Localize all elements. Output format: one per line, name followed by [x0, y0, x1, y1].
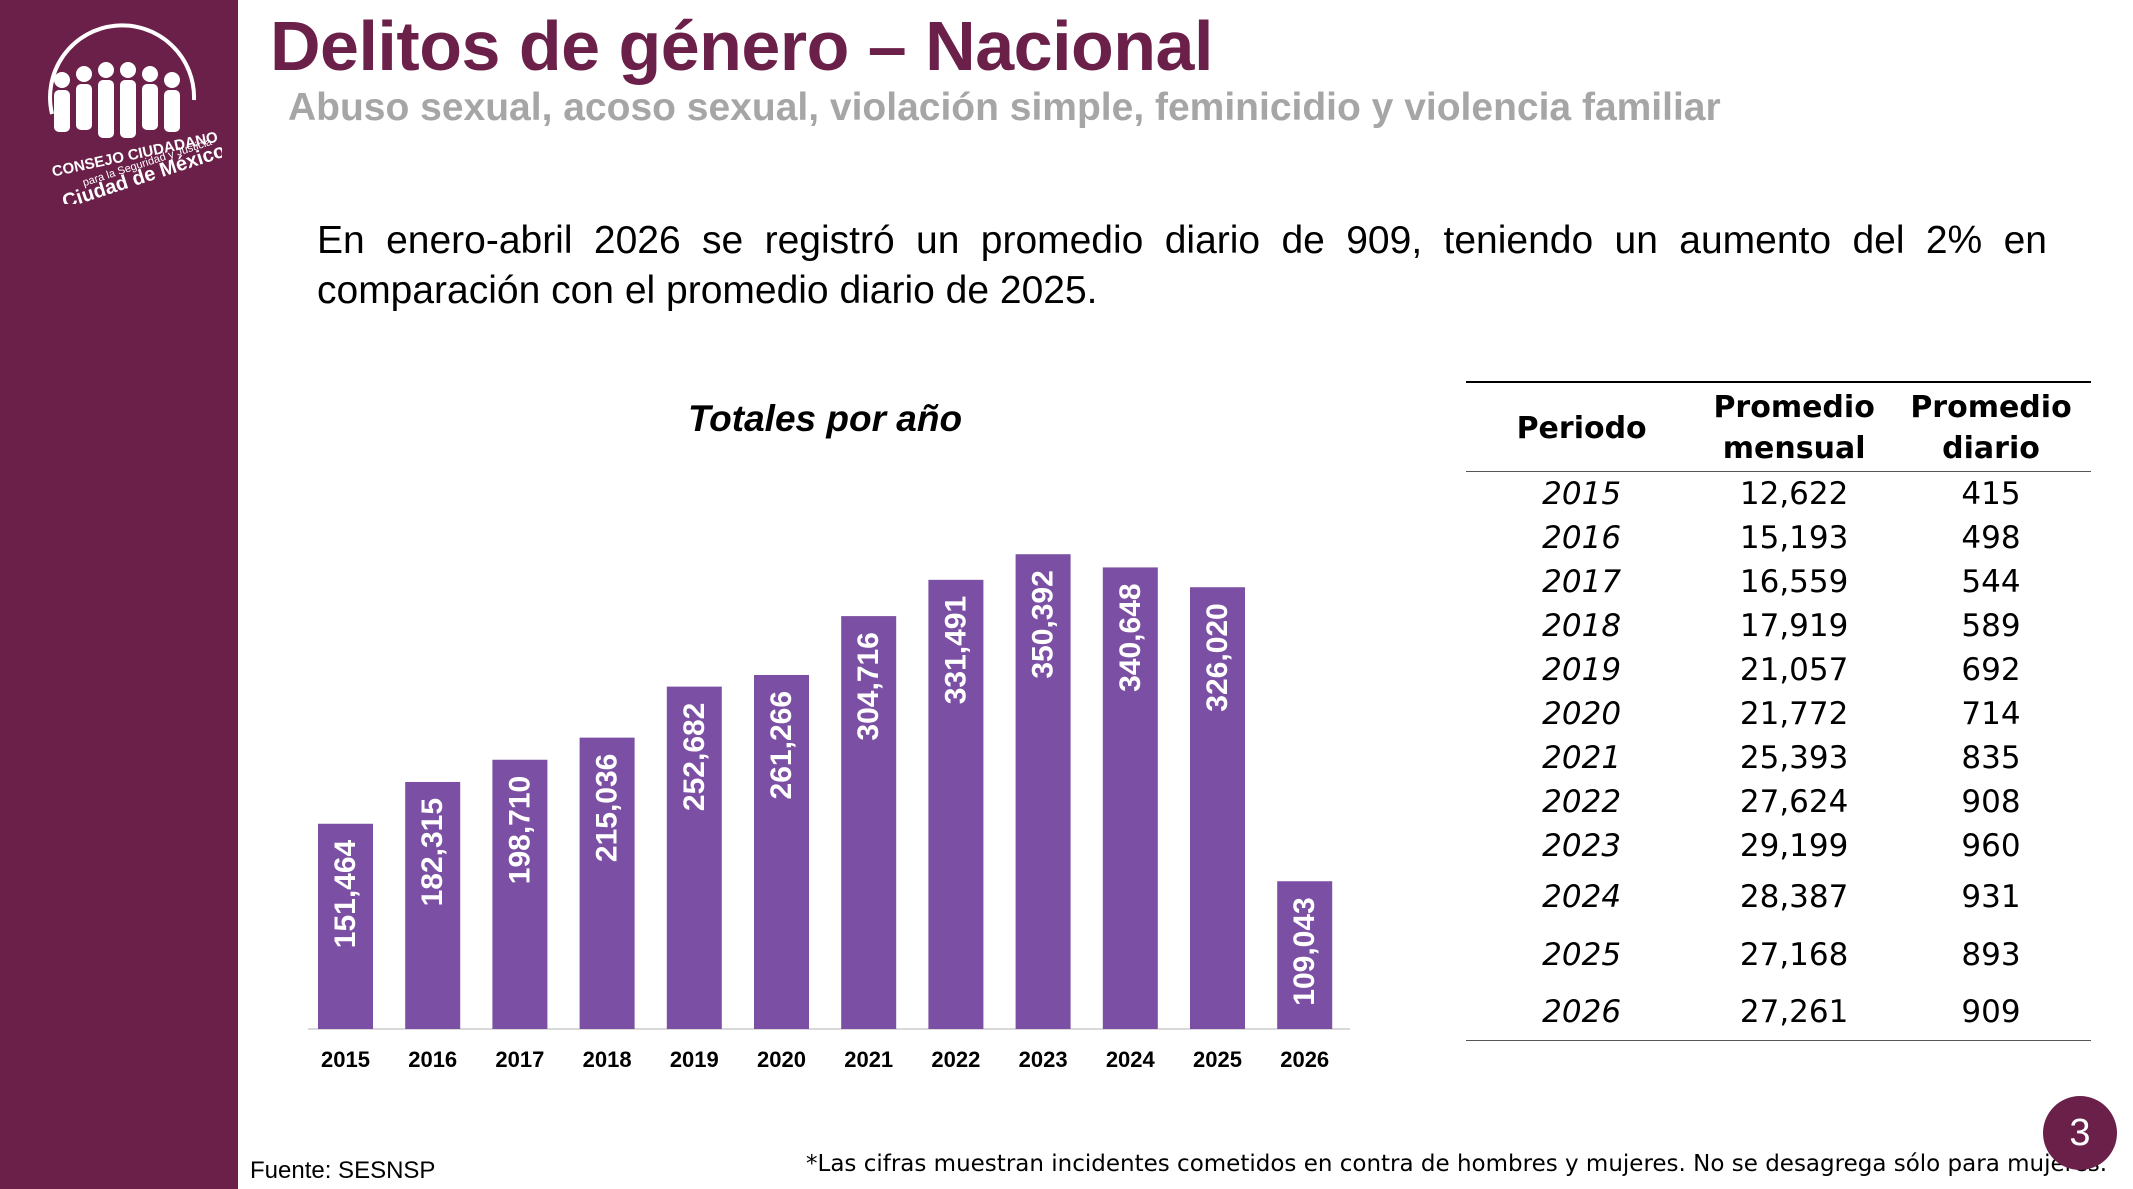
row-period: 2024 — [1542, 879, 1622, 915]
data-label-2025: 326,020 — [1201, 603, 1234, 711]
row-period: 2023 — [1542, 828, 1622, 864]
page-subtitle: Abuso sexual, acoso sexual, violación si… — [288, 86, 1721, 129]
header-promedio-diario: Promedio diario — [1910, 390, 2072, 466]
row-monthly: 16,559 — [1739, 564, 1849, 600]
consejo-ciudadano-logo: CONSEJO CIUDADANO para la Seguridad y Ju… — [48, 23, 222, 204]
row-monthly: 27,168 — [1739, 937, 1849, 973]
x-tick-2024: 2024 — [1106, 1047, 1156, 1072]
bar-2026 — [1277, 881, 1333, 1029]
x-tick-2017: 2017 — [495, 1047, 544, 1072]
row-period: 2020 — [1542, 696, 1622, 732]
x-tick-2019: 2019 — [670, 1047, 719, 1072]
x-tick-2026: 2026 — [1280, 1047, 1329, 1072]
row-daily: 960 — [1961, 828, 2021, 864]
row-period: 2021 — [1542, 740, 1622, 776]
page-number: 3 — [2043, 1096, 2117, 1170]
table-row: 2024 28,387 931 — [1466, 868, 2091, 926]
row-monthly: 27,624 — [1739, 784, 1849, 820]
summary-text: En enero-abril 2026 se registró un prome… — [317, 219, 2047, 312]
source-note: Fuente: SESNSP — [250, 1157, 436, 1184]
row-daily: 692 — [1961, 652, 2021, 688]
row-daily: 835 — [1961, 740, 2021, 776]
bar-2018 — [579, 737, 635, 1029]
x-tick-2025: 2025 — [1193, 1047, 1242, 1072]
row-monthly: 21,057 — [1739, 652, 1849, 688]
row-period: 2017 — [1542, 564, 1622, 600]
row-daily: 909 — [1891, 984, 2091, 1041]
data-label-2026: 109,043 — [1288, 897, 1321, 1005]
row-monthly: 12,622 — [1739, 476, 1849, 512]
data-label-2017: 198,710 — [503, 776, 536, 884]
bar-2021 — [841, 616, 897, 1029]
table-row: 2022 27,624 908 — [1466, 780, 2091, 824]
bar-2025 — [1190, 587, 1245, 1029]
data-label-2020: 261,266 — [765, 691, 798, 799]
table-row: 2018 17,919 589 — [1466, 604, 2091, 648]
row-monthly: 27,261 — [1697, 984, 1891, 1041]
header-promedio-mensual: Promedio mensual — [1713, 390, 1875, 466]
x-tick-2021: 2021 — [844, 1047, 893, 1072]
bar-2024 — [1102, 567, 1158, 1029]
data-label-2023: 350,392 — [1027, 570, 1060, 678]
row-daily: 908 — [1961, 784, 2021, 820]
x-tick-2016: 2016 — [408, 1047, 457, 1072]
data-label-2019: 252,682 — [678, 703, 711, 811]
bar-2022 — [928, 579, 984, 1029]
table-row: 2016 15,193 498 — [1466, 516, 2091, 560]
row-daily: 589 — [1961, 608, 2021, 644]
bar-chart: 151,464 2015 182,315 2016 198,710 2017 215,036… — [308, 554, 1350, 1072]
row-monthly: 21,772 — [1739, 696, 1849, 732]
row-daily: 544 — [1961, 564, 2021, 600]
row-period: 2022 — [1542, 784, 1622, 820]
data-label-2015: 151,464 — [329, 839, 362, 948]
row-period: 2025 — [1542, 937, 1622, 973]
table-row: 2026 27,261 909 — [1466, 984, 2091, 1041]
bar-2019 — [666, 686, 722, 1029]
table-row: 2019 21,057 692 — [1466, 648, 2091, 692]
table-row: 2015 12,622 415 — [1466, 472, 2091, 517]
bar-2017 — [492, 759, 548, 1029]
chart-title: Totales por año — [687, 398, 963, 439]
table-row: 2017 16,559 544 — [1466, 560, 2091, 604]
row-monthly: 15,193 — [1739, 520, 1849, 556]
row-monthly: 17,919 — [1739, 608, 1849, 644]
table-row: 2021 25,393 835 — [1466, 736, 2091, 780]
table-row: 2025 27,168 893 — [1466, 926, 2091, 984]
data-label-2022: 331,491 — [939, 596, 972, 704]
x-tick-2018: 2018 — [583, 1047, 632, 1072]
bar-2023 — [1015, 554, 1071, 1029]
bar-2016 — [405, 781, 461, 1029]
averages-table: Periodo Promedio mensual Promedio diario… — [1466, 381, 2091, 1041]
header-periodo: Periodo — [1516, 410, 1647, 446]
row-monthly: 28,387 — [1739, 879, 1849, 915]
row-daily: 714 — [1961, 696, 2021, 732]
data-label-2024: 340,648 — [1114, 583, 1147, 691]
bar-2020 — [754, 674, 809, 1029]
row-period: 2019 — [1542, 652, 1622, 688]
row-monthly: 29,199 — [1739, 828, 1849, 864]
row-period: 2015 — [1542, 476, 1622, 512]
x-tick-2020: 2020 — [757, 1047, 806, 1072]
x-tick-2022: 2022 — [931, 1047, 980, 1072]
data-label-2021: 304,716 — [852, 632, 885, 740]
row-daily: 931 — [1961, 879, 2021, 915]
x-tick-2023: 2023 — [1019, 1047, 1068, 1072]
row-monthly: 25,393 — [1739, 740, 1849, 776]
row-daily: 893 — [1961, 937, 2021, 973]
table-header-row: Periodo Promedio mensual Promedio diario — [1466, 382, 2091, 472]
data-label-2018: 215,036 — [591, 754, 624, 862]
row-period: 2018 — [1542, 608, 1622, 644]
table-row: 2020 21,772 714 — [1466, 692, 2091, 736]
data-label-2016: 182,315 — [416, 798, 449, 906]
row-daily: 415 — [1961, 476, 2021, 512]
page-title: Delitos de género – Nacional — [270, 7, 1213, 85]
footnote: *Las cifras muestran incidentes cometido… — [806, 1151, 2108, 1177]
sidebar: CONSEJO CIUDADANO para la Seguridad y Ju… — [0, 0, 238, 1189]
x-tick-2015: 2015 — [321, 1047, 370, 1072]
table-row: 2023 29,199 960 — [1466, 824, 2091, 868]
bar-2015 — [318, 823, 373, 1029]
row-period: 2016 — [1542, 520, 1622, 556]
row-period: 2026 — [1466, 984, 1698, 1041]
row-daily: 498 — [1961, 520, 2021, 556]
